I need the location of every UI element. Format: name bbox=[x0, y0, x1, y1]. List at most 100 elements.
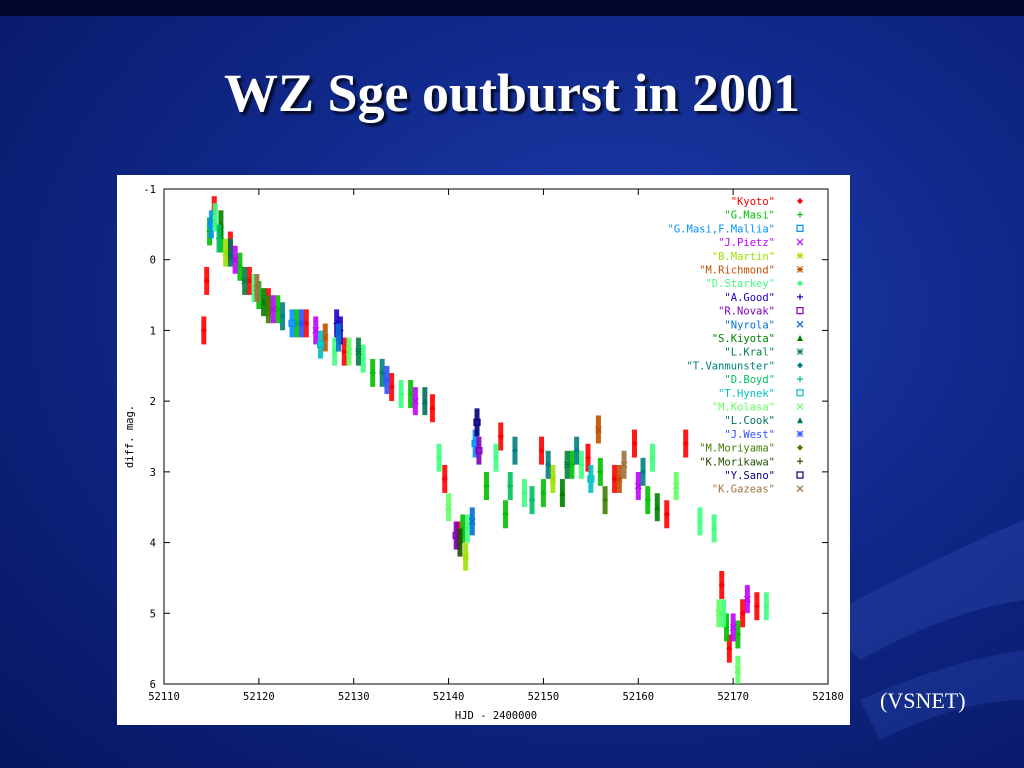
data-point bbox=[475, 447, 483, 455]
data-point bbox=[620, 461, 628, 469]
legend-marker bbox=[797, 293, 803, 300]
data-point bbox=[227, 249, 234, 256]
legend-marker bbox=[796, 238, 804, 246]
data-point bbox=[369, 369, 376, 376]
data-column bbox=[472, 429, 478, 458]
data-point bbox=[602, 497, 609, 504]
data-point bbox=[383, 376, 391, 384]
data-point bbox=[545, 461, 552, 468]
data-point bbox=[696, 518, 703, 525]
data-point bbox=[644, 497, 651, 504]
data-point bbox=[441, 475, 448, 482]
data-point bbox=[743, 595, 751, 603]
data-point bbox=[222, 249, 230, 256]
data-column bbox=[453, 521, 459, 550]
legend-marker bbox=[797, 211, 803, 218]
x-tick-label: 52160 bbox=[622, 691, 654, 703]
data-point bbox=[507, 483, 514, 489]
plot-frame bbox=[163, 188, 829, 685]
data-point bbox=[388, 384, 395, 390]
legend-entry: "M.Moriyama" bbox=[699, 443, 775, 455]
data-point bbox=[411, 397, 419, 405]
data-point bbox=[718, 582, 725, 588]
data-point bbox=[265, 306, 272, 313]
data-point bbox=[723, 624, 730, 631]
data-point bbox=[312, 327, 320, 334]
legend-marker bbox=[796, 348, 804, 356]
plot-panel: 52110 52120 52130 52140 52150 52160 52170 52180… bbox=[117, 175, 850, 725]
data-point bbox=[421, 398, 428, 405]
legend-entry: "J.West" bbox=[724, 429, 775, 441]
data-column bbox=[208, 210, 214, 239]
data-column bbox=[474, 408, 480, 437]
legend-entry: "D.Boyd" bbox=[724, 374, 775, 386]
y-tick-label: -1 bbox=[143, 184, 156, 196]
data-point bbox=[682, 440, 689, 447]
legend-marker bbox=[796, 266, 804, 273]
x-axis-label: HJD - 2400000 bbox=[455, 710, 537, 722]
legend-marker bbox=[796, 485, 804, 493]
legend-marker bbox=[797, 444, 803, 451]
legend-marker bbox=[797, 417, 803, 424]
legend-marker bbox=[797, 198, 803, 204]
data-point bbox=[549, 475, 557, 483]
data-point bbox=[436, 454, 443, 461]
data-point bbox=[578, 461, 585, 468]
data-point bbox=[379, 369, 386, 376]
data-point bbox=[521, 490, 528, 497]
legend-entry: "D.Starkey" bbox=[705, 278, 775, 290]
data-point bbox=[729, 624, 737, 631]
data-column bbox=[476, 436, 482, 465]
data-point bbox=[407, 391, 414, 398]
data-point bbox=[298, 320, 305, 327]
data-point bbox=[753, 603, 760, 610]
data-point bbox=[631, 440, 638, 447]
legend-marker bbox=[797, 280, 803, 287]
data-point bbox=[468, 517, 476, 525]
data-point bbox=[360, 355, 367, 362]
x-tick-label: 52130 bbox=[338, 691, 370, 703]
data-point bbox=[649, 454, 656, 461]
legend-entry: "T.Vanmunster" bbox=[686, 360, 775, 372]
legend-entry: "R.Novak" bbox=[718, 306, 775, 318]
y-tick-label: 2 bbox=[150, 396, 156, 408]
data-point bbox=[462, 553, 469, 561]
data-point bbox=[611, 475, 618, 482]
data-point bbox=[493, 454, 499, 461]
x-tick-label: 52120 bbox=[243, 691, 275, 703]
legend-entry: "Y.Sano" bbox=[724, 470, 775, 482]
data-point bbox=[200, 327, 207, 334]
data-point bbox=[497, 433, 504, 440]
data-point bbox=[585, 454, 592, 461]
data-point bbox=[595, 426, 602, 433]
legend-entry: "M.Kolasa" bbox=[712, 402, 775, 414]
x-tick-label: 52110 bbox=[148, 691, 180, 703]
data-point bbox=[654, 504, 661, 511]
data-point bbox=[316, 340, 325, 349]
data-point bbox=[663, 511, 670, 518]
data-point bbox=[502, 511, 509, 518]
data-point bbox=[672, 482, 680, 490]
legend-entry: "B.Martin" bbox=[712, 251, 775, 263]
data-point bbox=[511, 447, 518, 454]
x-tick-label: 52140 bbox=[433, 691, 465, 703]
data-point bbox=[734, 631, 741, 638]
data-point bbox=[720, 610, 727, 617]
data-point bbox=[246, 277, 253, 284]
legend-marker bbox=[796, 252, 804, 260]
data-point bbox=[763, 603, 770, 610]
x-tick-label: 52180 bbox=[812, 691, 844, 703]
data-point bbox=[429, 405, 436, 412]
legend-marker bbox=[797, 335, 803, 341]
legend-entry: "G.Masi,F.Mallia" bbox=[668, 223, 775, 235]
data-point bbox=[640, 468, 647, 475]
data-column bbox=[289, 309, 295, 338]
legend-marker bbox=[796, 471, 804, 479]
data-point bbox=[335, 334, 342, 341]
data-point bbox=[456, 539, 463, 546]
legend-entry: "J.Pietz" bbox=[718, 237, 775, 249]
data-point bbox=[274, 306, 281, 313]
data-column bbox=[318, 330, 324, 359]
data-point bbox=[563, 461, 571, 469]
